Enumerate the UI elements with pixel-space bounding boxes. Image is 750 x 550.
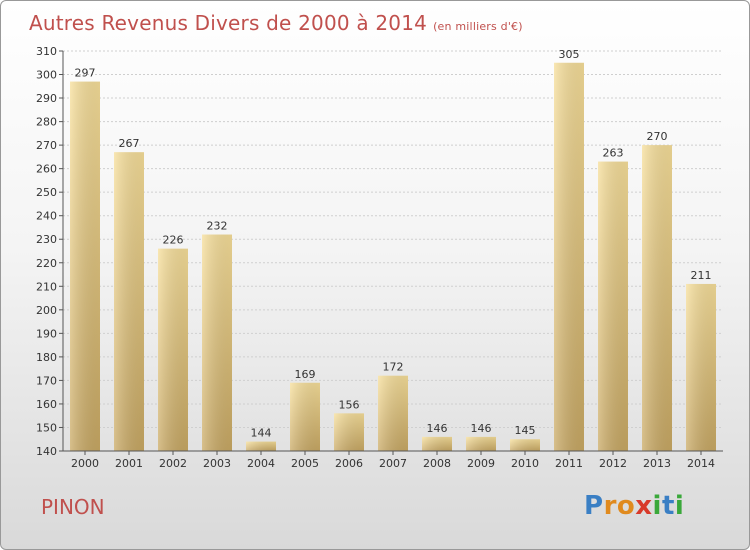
y-tick-label: 250 (36, 186, 57, 199)
y-tick-label: 300 (36, 69, 57, 82)
data-label-2006: 156 (339, 398, 360, 411)
logo-letter: x (635, 491, 653, 521)
x-tick-label-2008: 2008 (423, 457, 451, 470)
y-tick-label: 170 (36, 374, 57, 387)
bar-shade-2008 (422, 436, 452, 451)
y-tick-label: 200 (36, 304, 57, 317)
bar-shade-2001 (114, 152, 144, 452)
x-tick-label-2005: 2005 (291, 457, 319, 470)
x-tick-label-2004: 2004 (247, 457, 275, 470)
y-tick-label: 190 (36, 327, 57, 340)
logo-letter: P (584, 491, 604, 521)
bar-shade-2011 (554, 62, 584, 451)
logo-letter: r (603, 491, 617, 521)
bar-shade-2006 (334, 413, 364, 451)
data-label-2009: 146 (471, 422, 492, 435)
logo-letter: i (652, 491, 662, 521)
bar-shade-2009 (466, 436, 496, 451)
data-label-2014: 211 (691, 269, 712, 282)
x-tick-label-2013: 2013 (643, 457, 671, 470)
y-tick-label: 220 (36, 257, 57, 270)
bar-shade-2013 (642, 145, 672, 451)
x-tick-label-2000: 2000 (71, 457, 99, 470)
y-tick-label: 290 (36, 92, 57, 105)
bar-shade-2014 (686, 283, 716, 451)
bar-shade-2000 (70, 81, 100, 452)
axes (59, 50, 723, 455)
logo-letter: o (616, 491, 636, 521)
data-label-2013: 270 (647, 130, 668, 143)
data-label-2012: 263 (603, 147, 624, 160)
x-tick-label-2009: 2009 (467, 457, 495, 470)
bar-shade-2003 (202, 234, 232, 451)
x-tick-label-2014: 2014 (687, 457, 715, 470)
x-tick-label-2001: 2001 (115, 457, 143, 470)
logo-letter: i (674, 491, 685, 521)
y-tick-label: 180 (36, 351, 57, 364)
x-tick-label-2006: 2006 (335, 457, 363, 470)
y-tick-label: 240 (36, 210, 57, 223)
chart-title: Autres Revenus Divers de 2000 à 2014 (en … (29, 11, 523, 35)
x-tick-label-2007: 2007 (379, 457, 407, 470)
y-tick-label: 210 (36, 280, 57, 293)
bar-shade-2010 (510, 439, 540, 451)
x-tick-label-2003: 2003 (203, 457, 231, 470)
chart-title-text: Autres Revenus Divers de 2000 à 2014 (29, 11, 428, 35)
labels: 140 150 160 170 180 190 200 210 220 230 240 250 260 2… (36, 45, 715, 470)
data-label-2008: 146 (427, 422, 448, 435)
logo-letter: t (661, 491, 675, 521)
data-label-2007: 172 (383, 361, 404, 374)
chart-subtitle: (en milliers d'€) (433, 20, 523, 33)
data-label-2004: 144 (251, 427, 272, 440)
bar-shade-2002 (158, 248, 188, 451)
bar-shade-2012 (598, 161, 628, 451)
bar-shade-2004 (246, 441, 276, 451)
data-label-2005: 169 (295, 368, 316, 381)
y-tick-label: 140 (36, 445, 57, 458)
x-tick-label-2010: 2010 (511, 457, 539, 470)
x-tick-label-2011: 2011 (555, 457, 583, 470)
data-label-2010: 145 (515, 424, 536, 437)
data-label-2003: 232 (207, 220, 228, 233)
x-tick-label-2002: 2002 (159, 457, 187, 470)
y-tick-label: 160 (36, 398, 57, 411)
y-tick-label: 260 (36, 163, 57, 176)
data-label-2000: 297 (75, 67, 96, 80)
x-tick-label-2012: 2012 (599, 457, 627, 470)
y-tick-label: 310 (36, 45, 57, 58)
bars (70, 62, 716, 452)
data-label-2011: 305 (559, 48, 580, 61)
data-label-2002: 226 (163, 234, 184, 247)
y-tick-label: 270 (36, 139, 57, 152)
y-tick-label: 150 (36, 421, 57, 434)
commune-name: PINON (41, 495, 105, 519)
bar-shade-2005 (290, 382, 320, 451)
bar-shade-2007 (378, 375, 408, 451)
data-label-2001: 267 (119, 137, 140, 150)
y-tick-label: 230 (36, 233, 57, 246)
y-tick-label: 280 (36, 116, 57, 129)
proxiti-logo: Proxiti (584, 491, 684, 521)
